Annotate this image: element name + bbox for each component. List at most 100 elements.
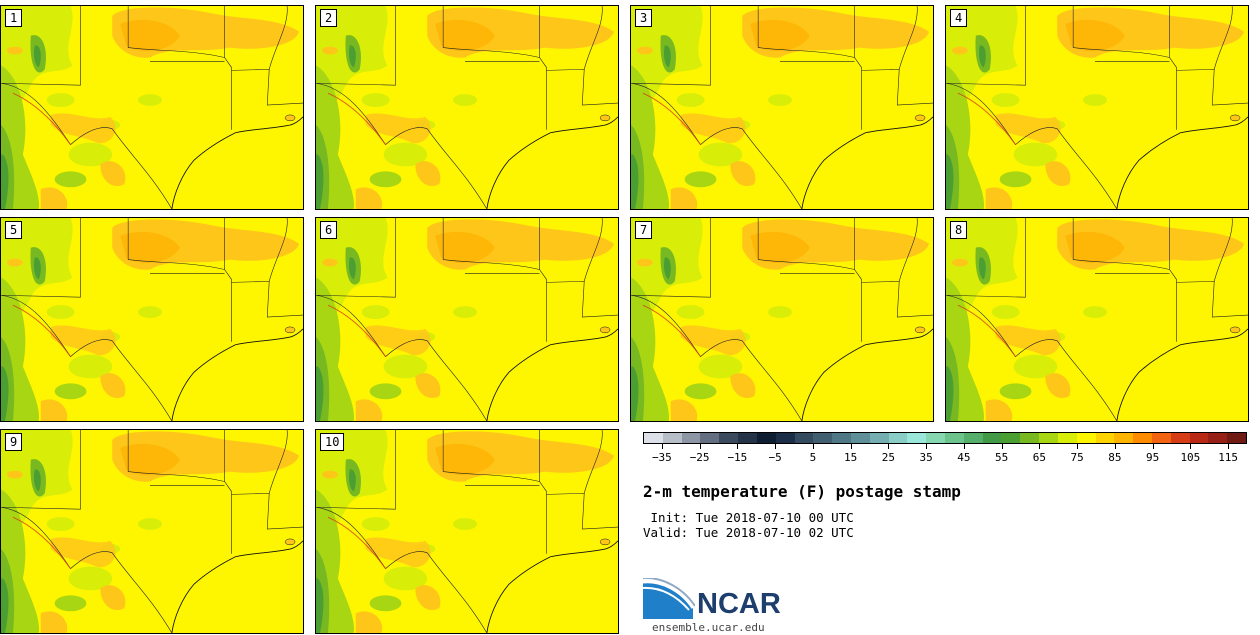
ensemble-member-map-2: 2	[315, 5, 619, 210]
colorbar-segment	[1189, 433, 1209, 443]
colorbar-segment	[1151, 433, 1171, 443]
member-label: 3	[635, 9, 653, 27]
figure-title: 2-m temperature (F) postage stamp	[643, 482, 961, 501]
colorbar-segment	[832, 433, 851, 443]
colorbar-segment	[794, 433, 814, 443]
colorbar-segment	[1057, 433, 1077, 443]
colorbar-tick-label: 65	[1032, 451, 1046, 464]
colorbar-segment	[681, 433, 701, 443]
init-time: Init: Tue 2018-07-10 00 UTC	[643, 510, 854, 525]
member-label: 6	[320, 221, 338, 239]
colorbar-segment	[1114, 433, 1134, 443]
valid-time: Valid: Tue 2018-07-10 02 UTC	[643, 525, 854, 540]
colorbar-segment	[1020, 433, 1040, 443]
member-label: 1	[5, 9, 23, 27]
temperature-map	[1, 6, 303, 209]
colorbar-segment	[1076, 433, 1096, 443]
colorbar-tick-label: −5	[768, 451, 782, 464]
colorbar-tick	[963, 444, 965, 449]
colorbar-tick-label: 25	[881, 451, 895, 464]
colorbar-tick	[699, 444, 701, 449]
colorbar-segment	[719, 433, 739, 443]
temperature-map	[1, 430, 303, 633]
colorbar-tick	[661, 444, 663, 449]
colorbar-tick	[812, 444, 814, 449]
colorbar-segment	[738, 433, 757, 443]
colorbar-segment	[644, 433, 663, 443]
colorbar-segment	[850, 433, 870, 443]
colorbar-tick	[775, 444, 777, 449]
colorbar-segment	[700, 433, 720, 443]
ncar-url: ensemble.ucar.edu	[652, 621, 765, 634]
colorbar-segment	[1039, 433, 1058, 443]
colorbar-segment	[1170, 433, 1190, 443]
colorbar-segment	[1227, 433, 1246, 443]
colorbar-segment	[945, 433, 964, 443]
colorbar-tick-label: 15	[844, 451, 858, 464]
ncar-logo-icon	[643, 578, 695, 619]
colorbar-tick-label: 5	[809, 451, 817, 464]
member-label: 4	[950, 9, 968, 27]
colorbar-tick-label: 95	[1146, 451, 1160, 464]
temperature-map	[631, 6, 933, 209]
colorbar-tick	[1001, 444, 1003, 449]
colorbar-segment	[963, 433, 983, 443]
temperature-colorbar	[643, 432, 1247, 444]
member-label: 8	[950, 221, 968, 239]
ensemble-member-map-9: 9	[0, 429, 304, 634]
colorbar-tick-label: −15	[727, 451, 748, 464]
colorbar-tick	[850, 444, 852, 449]
colorbar-segment	[775, 433, 795, 443]
colorbar-segment	[756, 433, 776, 443]
temperature-map	[631, 218, 933, 421]
colorbar-ticks: −35 −25 −15 −5 5 15 25 35 45 55 65 75 85 95 105 115	[643, 444, 1247, 466]
colorbar-tick	[1077, 444, 1079, 449]
ensemble-member-map-10: 10	[315, 429, 619, 634]
member-label: 2	[320, 9, 338, 27]
colorbar-tick-label: 55	[995, 451, 1009, 464]
temperature-map	[316, 218, 618, 421]
ensemble-member-map-4: 4	[945, 5, 1249, 210]
colorbar-tick-label: −25	[689, 451, 710, 464]
colorbar-segment	[869, 433, 889, 443]
colorbar-tick	[1114, 444, 1116, 449]
temperature-map	[316, 430, 618, 633]
ensemble-member-map-3: 3	[630, 5, 934, 210]
member-label: 10	[320, 433, 345, 451]
colorbar-tick	[926, 444, 928, 449]
member-label: 5	[5, 221, 23, 239]
colorbar-tick	[1228, 444, 1230, 449]
colorbar-tick	[888, 444, 890, 449]
ensemble-member-map-6: 6	[315, 217, 619, 422]
member-label: 7	[635, 221, 653, 239]
colorbar-segment	[888, 433, 908, 443]
ncar-logo-wordmark: NCAR	[697, 588, 781, 620]
colorbar-segment	[907, 433, 927, 443]
ensemble-member-map-1: 1	[0, 5, 304, 210]
colorbar-tick	[1190, 444, 1192, 449]
colorbar-tick-label: 45	[957, 451, 971, 464]
temperature-map	[316, 6, 618, 209]
colorbar-tick-label: 105	[1180, 451, 1201, 464]
colorbar-tick	[1039, 444, 1041, 449]
colorbar-segment	[1095, 433, 1115, 443]
colorbar-segment	[1001, 433, 1021, 443]
colorbar-tick-label: 35	[919, 451, 933, 464]
colorbar-segment	[1208, 433, 1228, 443]
colorbar-tick	[737, 444, 739, 449]
colorbar-tick-label: −35	[651, 451, 672, 464]
colorbar-segment	[662, 433, 682, 443]
colorbar-tick-label: 115	[1218, 451, 1239, 464]
temperature-map	[946, 6, 1248, 209]
ensemble-member-map-7: 7	[630, 217, 934, 422]
colorbar-tick	[1152, 444, 1154, 449]
ensemble-member-map-5: 5	[0, 217, 304, 422]
colorbar-segment	[982, 433, 1002, 443]
ensemble-member-map-8: 8	[945, 217, 1249, 422]
colorbar-tick-label: 85	[1108, 451, 1122, 464]
temperature-map	[1, 218, 303, 421]
colorbar-segment	[1133, 433, 1152, 443]
colorbar-tick-label: 75	[1070, 451, 1084, 464]
temperature-map	[946, 218, 1248, 421]
colorbar-segment	[926, 433, 945, 443]
